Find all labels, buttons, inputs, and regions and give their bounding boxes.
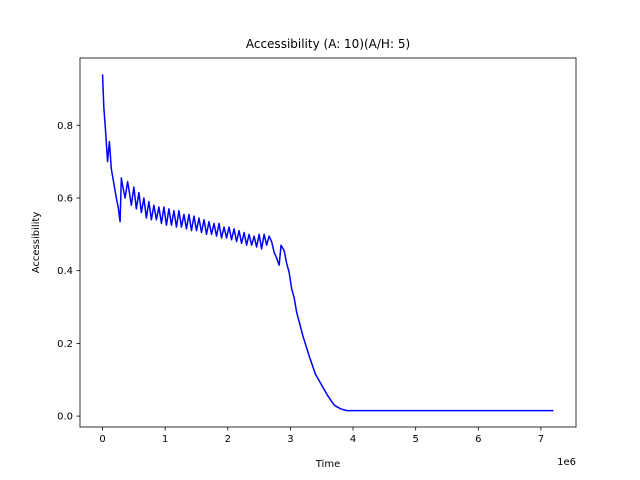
x-axis-label: Time <box>315 459 340 470</box>
x-tick-label: 3 <box>287 434 293 445</box>
series-layer <box>101 74 554 412</box>
y-axis-label: Accessibility <box>31 212 42 274</box>
x-tick-label: 2 <box>225 434 231 445</box>
y-tick-label: 0.4 <box>57 266 73 277</box>
plot-frame <box>79 57 577 428</box>
series-line-0 <box>101 74 554 412</box>
x-axis-offset-text: 1e6 <box>557 457 576 468</box>
chart-title: Accessibility (A: 10)(A/H: 5) <box>246 37 410 51</box>
x-tick-label: 0 <box>99 434 105 445</box>
y-axis-ticks: 0.0 0.2 0.4 0.6 0.8 <box>57 121 80 423</box>
y-tick-label: 0.8 <box>57 121 73 132</box>
x-tick-label: 4 <box>350 434 356 445</box>
x-tick-label: 7 <box>538 434 544 445</box>
x-axis-ticks: 0 1 2 3 4 5 6 7 <box>99 427 544 445</box>
y-tick-label: 0.6 <box>57 193 73 204</box>
y-tick-label: 0.0 <box>57 412 73 423</box>
x-tick-label: 6 <box>475 434 481 445</box>
plot-area <box>80 58 576 427</box>
y-tick-label: 0.2 <box>57 339 73 350</box>
x-tick-label: 5 <box>412 434 418 445</box>
x-tick-label: 1 <box>162 434 168 445</box>
